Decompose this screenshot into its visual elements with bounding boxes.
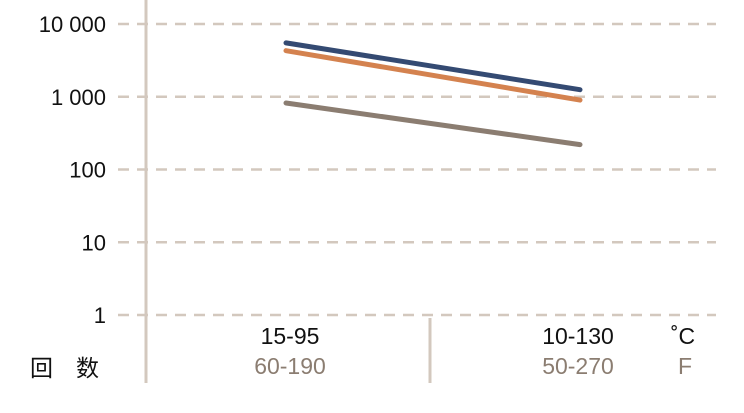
- series-line-2: [283, 48, 583, 103]
- category-2-fahrenheit-label: 50-270: [542, 353, 614, 379]
- y-tick-label-2: 100: [69, 158, 106, 183]
- series-line-1: [283, 40, 583, 93]
- grid: [118, 22, 716, 317]
- category-1-celsius-label: 15-95: [261, 323, 320, 349]
- y-tick-label-0: 1: [94, 303, 106, 328]
- celsius-unit-label: ˚C: [671, 323, 695, 349]
- category-2-celsius-label: 10-130: [542, 323, 614, 349]
- category-1-fahrenheit-label: 60-190: [254, 353, 326, 379]
- y-tick-label-1: 10: [82, 230, 106, 255]
- y-tick-label-3: 1 000: [51, 85, 106, 110]
- fahrenheit-unit-label: F: [678, 353, 692, 379]
- y-axis-label: 回 数: [30, 356, 99, 382]
- y-tick-label-4: 10 000: [39, 12, 106, 37]
- y-tick-labels: 1 10 100 1 000 10 000: [39, 12, 106, 328]
- series-lines: [283, 40, 583, 148]
- series-line-3: [283, 100, 583, 148]
